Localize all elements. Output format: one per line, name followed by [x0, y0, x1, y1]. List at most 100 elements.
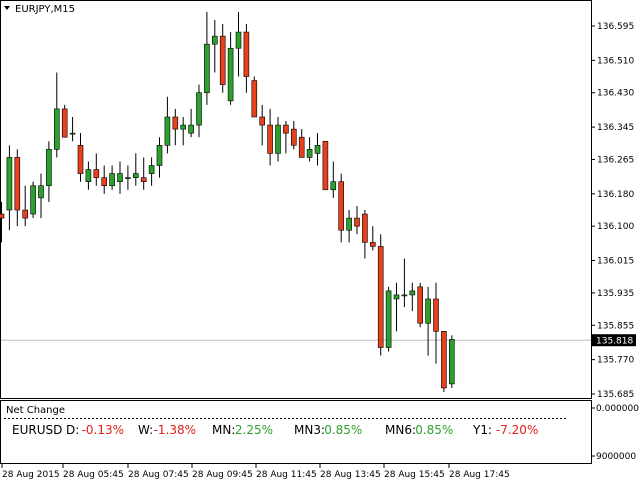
candle-body [148, 165, 155, 174]
price-tick-label: 136.015 [597, 257, 634, 267]
candle-body [6, 157, 13, 211]
candle [448, 335, 455, 388]
candle-body [306, 149, 313, 158]
price-tick-label: 135.685 [597, 390, 634, 400]
candle [180, 116, 186, 146]
price-tick-label: 136.595 [597, 22, 634, 32]
candle-body [180, 124, 186, 130]
main-chart-frame [0, 0, 592, 399]
candle-body [409, 290, 416, 296]
time-tick-label: 28 Aug 11:45 [256, 470, 317, 480]
candle [306, 137, 313, 162]
time-tick-label: 28 Aug 17:45 [449, 470, 510, 480]
candle-body [369, 242, 376, 247]
net-change-label: Y1: [472, 423, 492, 437]
candle-body [219, 35, 226, 85]
net-change-label: MN6: [385, 423, 416, 437]
time-tick-label: 28 Aug 15:45 [384, 470, 445, 480]
candle [235, 11, 242, 77]
candle-body [401, 294, 408, 297]
candle [38, 173, 44, 219]
candle-body [22, 209, 29, 219]
candle-body [53, 108, 60, 150]
candle-body [346, 217, 352, 231]
price-tick-label: 135.935 [597, 289, 634, 299]
candle [385, 286, 392, 352]
candle-body [188, 124, 194, 134]
candle [322, 140, 329, 191]
time-axis: 28 Aug 2015 28 Aug 05:45 28 Aug 07:45 28 Au… [1, 464, 510, 480]
candle-body [133, 173, 139, 178]
candle-body [69, 132, 76, 135]
candle [140, 157, 147, 190]
candle [22, 185, 29, 227]
candle-body [101, 177, 107, 187]
net-change-symbol: EURUSD [12, 423, 62, 437]
candle-body [140, 177, 147, 182]
candle [46, 141, 52, 202]
candle [117, 161, 123, 194]
candle [346, 210, 352, 243]
candle-body [283, 124, 289, 134]
candle [243, 23, 250, 93]
candle [156, 137, 163, 178]
price-tick-label: 135.770 [597, 356, 634, 366]
candle [259, 104, 266, 146]
candle [267, 108, 273, 166]
indicator-axis: 0.000000 9000000 [591, 404, 639, 462]
current-price-box [592, 334, 636, 347]
candle-body [204, 43, 210, 94]
candle [30, 181, 36, 219]
candle-body [298, 136, 305, 158]
candle [283, 121, 289, 154]
candle-body [46, 149, 52, 187]
candle [148, 157, 155, 186]
net-change-stats: D: -0.13% W: -1.38% MN: 2.25% MN3: 0.85% MN6: 0.8… [66, 423, 538, 437]
candle [109, 165, 115, 190]
candle [409, 282, 416, 312]
candle-body [109, 173, 115, 187]
candle [188, 108, 194, 138]
price-tick-label: 136.265 [597, 155, 634, 165]
price-tick-label: 135.855 [597, 321, 634, 331]
candle [53, 72, 60, 158]
dropdown-triangle-icon[interactable] [4, 6, 10, 10]
candle-body [354, 217, 360, 227]
indicator-tick-label: 9000000 [596, 452, 636, 462]
candle [314, 133, 321, 166]
candle [227, 32, 234, 105]
candle [14, 149, 21, 227]
candle-body [290, 128, 297, 146]
candle [164, 96, 171, 154]
candle [77, 133, 84, 182]
candle-body [117, 173, 123, 182]
candle [290, 121, 297, 150]
candle [85, 161, 92, 190]
candle [172, 108, 179, 146]
candle-body [77, 144, 84, 174]
net-change-value: 2.25% [235, 423, 273, 437]
net-change-label: W: [138, 423, 153, 437]
candle-body [385, 290, 392, 348]
net-change-value: -1.38% [154, 423, 196, 437]
candle-body [362, 213, 368, 243]
candle [93, 153, 100, 186]
candle-body [314, 144, 321, 154]
candle [338, 173, 345, 243]
candle-body [85, 169, 92, 182]
net-change-label: MN3: [294, 423, 325, 437]
candle [425, 286, 431, 356]
candle-body [275, 124, 281, 154]
candle [401, 258, 408, 308]
candle [219, 23, 226, 93]
price-axis: 136.595 136.510 136.430 136.345 136.265 136.1… [591, 22, 634, 400]
candle [275, 116, 281, 162]
candle [61, 104, 68, 138]
candle [298, 129, 305, 158]
candle-body [125, 177, 131, 179]
candle [251, 76, 258, 118]
candle-body [227, 47, 234, 102]
candle-body [243, 31, 250, 77]
